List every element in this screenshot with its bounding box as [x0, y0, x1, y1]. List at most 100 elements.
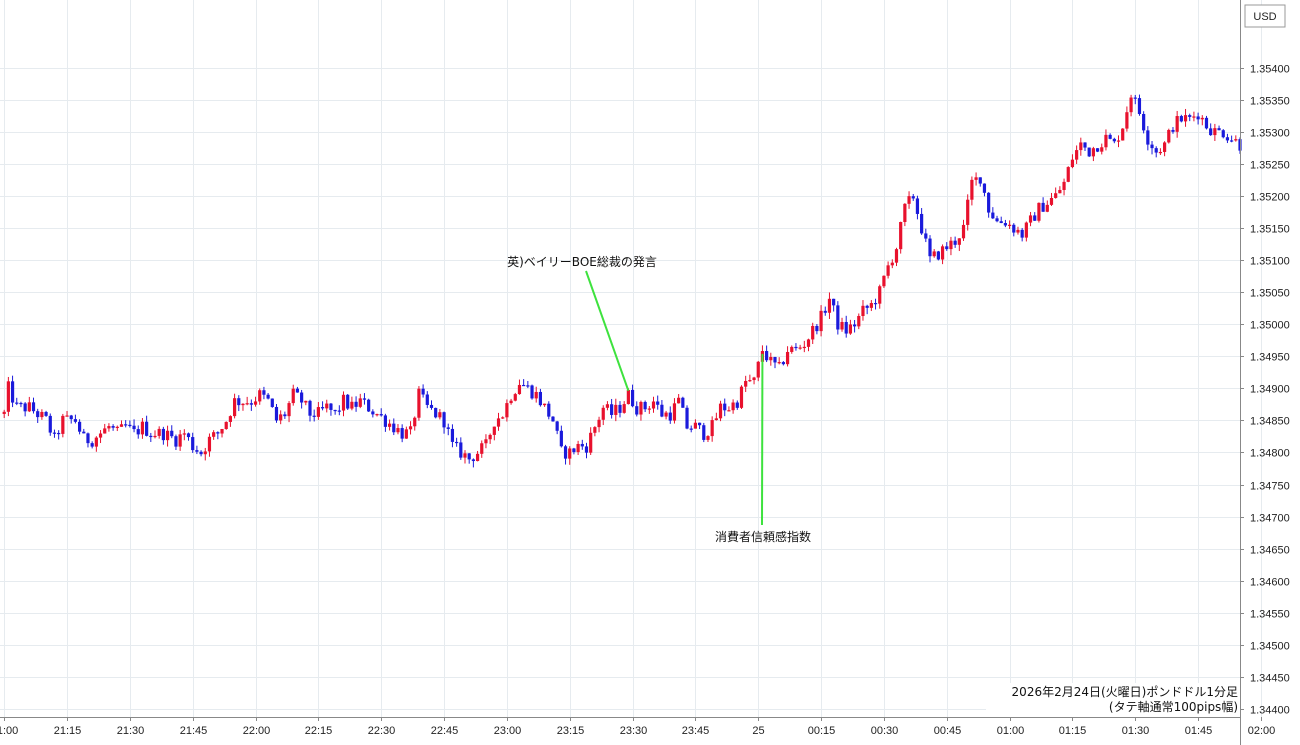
candle — [274, 404, 279, 423]
candle — [245, 396, 249, 406]
candle — [174, 434, 178, 450]
candle — [149, 432, 153, 443]
candle — [911, 193, 915, 201]
candle — [467, 453, 471, 464]
candle — [291, 384, 295, 406]
candle — [1058, 186, 1062, 194]
candle — [987, 192, 991, 218]
candle — [1087, 147, 1091, 158]
candle — [69, 414, 73, 424]
candle — [1217, 125, 1221, 131]
candle — [312, 409, 316, 422]
candle — [509, 398, 513, 405]
candle — [924, 228, 928, 243]
y-tick-label: 1.35300 — [1250, 128, 1290, 140]
candle — [530, 384, 534, 400]
candle — [103, 423, 107, 434]
y-tick-label: 1.34700 — [1250, 513, 1290, 525]
candle — [1142, 111, 1146, 134]
candle — [1225, 133, 1230, 144]
candle — [115, 425, 119, 432]
y-tick-label: 1.34750 — [1250, 481, 1290, 493]
candle — [660, 400, 664, 418]
x-tick-label: 01:45 — [1185, 725, 1213, 737]
candle — [1049, 192, 1054, 206]
candle — [1213, 123, 1217, 141]
time-tick-labels: 21:00 21:15 21:30 21:45 22:00 22:15 22:30 22:45… — [0, 717, 1275, 737]
candle — [400, 424, 404, 443]
candle — [94, 436, 98, 452]
candle — [840, 317, 844, 332]
candle — [471, 458, 475, 468]
candle — [572, 447, 576, 455]
candle — [492, 426, 496, 441]
x-tick-label: 21:45 — [180, 725, 208, 737]
candle — [1129, 94, 1133, 117]
x-tick-label: 21:15 — [54, 725, 82, 737]
y-tick-label: 1.34850 — [1250, 416, 1290, 428]
candle — [576, 440, 580, 455]
candle — [1095, 148, 1100, 153]
candle — [199, 450, 203, 457]
candle — [1154, 146, 1158, 158]
candle — [1204, 115, 1209, 130]
candle — [656, 395, 660, 410]
candle — [434, 407, 438, 419]
x-tick-label: 22:45 — [431, 725, 459, 737]
candle — [1158, 148, 1163, 155]
y-tick-label: 1.34600 — [1250, 577, 1290, 589]
candle — [718, 400, 723, 422]
x-tick-label: 01:00 — [997, 725, 1025, 737]
candle — [744, 375, 748, 392]
candle — [1192, 111, 1196, 122]
candle — [195, 445, 199, 455]
candle — [899, 221, 903, 254]
currency-label: USD — [1253, 11, 1276, 23]
candle — [475, 450, 480, 462]
y-tick-label: 1.35000 — [1250, 320, 1290, 332]
candle — [685, 405, 689, 430]
candle — [417, 386, 421, 421]
candle — [961, 219, 966, 241]
candle — [396, 424, 400, 435]
currency-box — [1244, 4, 1286, 28]
candle — [186, 432, 191, 441]
candle — [383, 413, 388, 432]
y-tick-label: 1.34900 — [1250, 384, 1290, 396]
candle — [31, 397, 36, 414]
candle — [404, 426, 408, 439]
candle — [459, 437, 463, 460]
candle — [132, 419, 136, 433]
candle — [894, 247, 899, 267]
x-tick-label: 01:30 — [1122, 725, 1150, 737]
candle — [806, 338, 811, 352]
candle — [455, 437, 459, 447]
candle — [228, 415, 233, 427]
y-tick-label: 1.34500 — [1250, 641, 1290, 653]
candle — [999, 216, 1003, 224]
candle — [765, 345, 769, 363]
y-tick-label: 1.34550 — [1250, 609, 1290, 621]
candle — [735, 400, 739, 410]
x-tick-label: 21:30 — [117, 725, 145, 737]
x-tick-label: 00:15 — [808, 725, 836, 737]
candle — [936, 250, 940, 261]
candle — [161, 426, 165, 445]
candle — [794, 343, 798, 351]
candle — [559, 425, 563, 448]
y-tick-label: 1.34650 — [1250, 545, 1290, 557]
candle — [785, 346, 790, 367]
candle — [551, 416, 555, 422]
candle — [1083, 142, 1087, 151]
candle — [295, 386, 300, 393]
annotation-line-boe — [585, 270, 630, 392]
candle — [677, 394, 681, 404]
candle — [157, 426, 161, 439]
candle — [723, 398, 727, 417]
candle — [371, 409, 375, 418]
candle — [584, 442, 589, 459]
candle — [982, 183, 987, 197]
candle — [442, 411, 446, 434]
candle — [1234, 135, 1238, 142]
candle — [220, 428, 224, 438]
